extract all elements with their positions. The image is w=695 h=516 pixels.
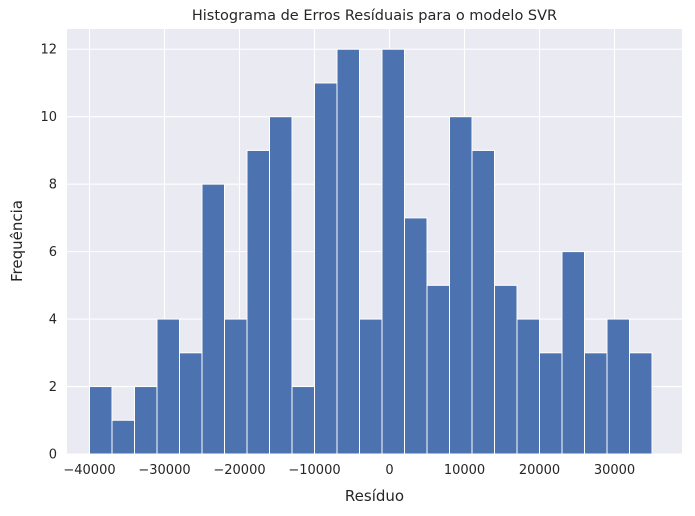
histogram-bar [494, 284, 518, 455]
y-axis-ticks: 0 2 4 6 8 10 12 [40, 43, 57, 463]
histogram-bars [89, 48, 653, 455]
histogram-bar [224, 318, 248, 455]
x-axis-ticks: −40000 −30000 −20000 −10000 0 10000 20000 30000 [63, 463, 635, 478]
histogram-bar [359, 318, 383, 455]
y-axis-title: Frequência [8, 200, 26, 282]
histogram-bar [404, 217, 428, 455]
chart-title: Histograma de Erros Resíduais para o mod… [192, 8, 557, 24]
x-tick-label: 20000 [519, 463, 560, 478]
histogram-bar [381, 48, 405, 455]
histogram-bar [336, 48, 360, 455]
y-tick-label: 8 [49, 178, 57, 193]
histogram-bar [291, 386, 315, 455]
histogram-bar [314, 82, 338, 455]
x-tick-label: −30000 [138, 463, 190, 478]
x-tick-label: −40000 [63, 463, 115, 478]
histogram-bar [201, 183, 225, 455]
x-tick-label: −20000 [213, 463, 265, 478]
histogram-bar [629, 352, 653, 455]
histogram-bar [89, 386, 113, 455]
y-tick-label: 12 [40, 43, 57, 58]
histogram-bar [539, 352, 563, 455]
histogram-bar [449, 116, 473, 455]
x-axis-title: Resíduo [345, 487, 404, 505]
histogram-bar [134, 386, 158, 455]
histogram-bar [179, 352, 203, 455]
y-tick-label: 4 [49, 313, 57, 328]
histogram-bar [111, 419, 135, 455]
x-tick-label: −10000 [288, 463, 340, 478]
y-tick-label: 2 [49, 380, 57, 395]
histogram-bar [606, 318, 630, 455]
y-tick-label: 6 [49, 245, 57, 260]
x-tick-label: 10000 [444, 463, 485, 478]
histogram-bar [156, 318, 180, 455]
histogram-bar [471, 149, 495, 455]
histogram-bar [246, 149, 270, 455]
histogram-bar [584, 352, 608, 455]
histogram-bar [269, 116, 293, 455]
histogram-bar [561, 251, 585, 455]
y-tick-label: 10 [40, 110, 57, 125]
x-tick-label: 30000 [594, 463, 635, 478]
histogram-bar [516, 318, 540, 455]
x-tick-label: 0 [385, 463, 393, 478]
y-tick-label: 0 [49, 448, 57, 463]
histogram-bar [426, 284, 450, 455]
